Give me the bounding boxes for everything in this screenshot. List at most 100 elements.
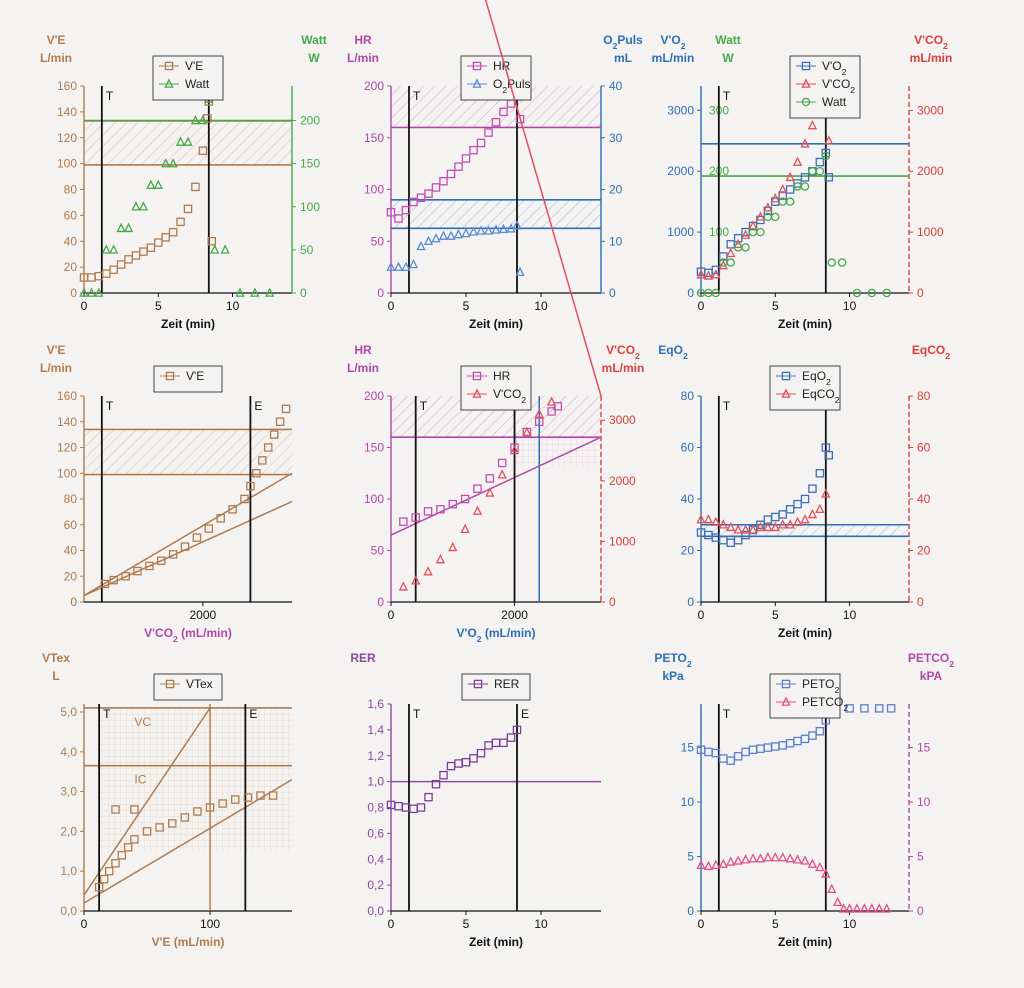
data-point xyxy=(476,748,486,758)
data-point xyxy=(499,107,508,117)
series-ve xyxy=(79,97,217,282)
data-point xyxy=(852,288,862,298)
data-point xyxy=(240,494,249,504)
x-tick-label: 10 xyxy=(843,917,857,931)
data-point xyxy=(755,211,766,221)
x-tick-label: 100 xyxy=(200,917,220,931)
event-marker-label: E xyxy=(254,399,262,413)
legend-swatch-marker xyxy=(781,696,791,706)
y-tick-label-right: 2000 xyxy=(609,474,636,488)
data-point xyxy=(800,173,810,182)
data-point xyxy=(86,287,97,297)
series-eqco2 xyxy=(696,488,831,534)
data-point xyxy=(411,575,421,585)
legend: HR O2Puls xyxy=(460,55,532,101)
data-point xyxy=(409,804,418,814)
data-point xyxy=(146,243,156,252)
data-point xyxy=(198,146,208,155)
y-tick-label-left: 2000 xyxy=(667,164,694,178)
series-vtexout xyxy=(111,805,139,814)
y-axis-title-watt: W xyxy=(722,51,734,65)
x-axis-label: Zeit (min) xyxy=(778,317,832,331)
y-tick-label-left: 100 xyxy=(57,157,77,171)
y-tick-label-left: 160 xyxy=(57,389,77,403)
legend-box xyxy=(461,673,531,701)
y-tick-label-left: 0 xyxy=(687,904,694,918)
data-point xyxy=(269,430,279,439)
legend-label: Watt xyxy=(822,95,847,109)
legend-label: V'E xyxy=(186,369,204,383)
data-point xyxy=(815,861,825,872)
data-point xyxy=(741,747,750,757)
legend: RER xyxy=(461,673,531,701)
y-axis-title-left: V'E xyxy=(47,33,66,47)
data-point xyxy=(882,288,891,298)
y-tick-label-left: 0 xyxy=(70,286,77,300)
data-point xyxy=(87,273,96,282)
y-tick-label-left: 0 xyxy=(70,595,77,609)
data-point xyxy=(771,212,780,222)
data-point xyxy=(837,258,847,267)
data-point xyxy=(778,183,788,194)
data-point xyxy=(268,791,278,800)
y-tick-label-left: 0,2 xyxy=(367,878,384,892)
data-point xyxy=(882,903,892,913)
y-axis-title-right: V'CO2 xyxy=(914,33,948,51)
data-point xyxy=(815,726,825,736)
y-axis-title-left: V'O2 xyxy=(661,33,686,51)
data-point xyxy=(461,227,471,238)
data-point xyxy=(438,230,449,240)
data-point xyxy=(131,201,141,211)
legend-swatch-marker xyxy=(781,371,791,381)
legend-label: HR xyxy=(493,59,511,73)
y-tick-label-left: 140 xyxy=(57,105,77,119)
legend-box xyxy=(153,673,223,701)
data-point xyxy=(821,868,831,878)
y-tick-label-left: 0 xyxy=(377,595,384,609)
data-point xyxy=(265,287,275,297)
series-petco2 xyxy=(696,852,892,913)
legend-label: O2Puls xyxy=(493,77,530,95)
y-tick-label-left: 50 xyxy=(371,544,385,558)
y-tick-label-left: 5,0 xyxy=(60,705,77,719)
data-point xyxy=(711,748,721,758)
y-axis-title-left: L/min xyxy=(347,361,379,375)
legend-swatch-marker xyxy=(472,371,482,381)
data-point xyxy=(476,138,486,148)
data-point xyxy=(117,851,127,860)
y-tick-label-left: 80 xyxy=(681,389,695,403)
y-axis-title-right: mL xyxy=(614,51,632,65)
data-point xyxy=(446,169,456,179)
y-tick-label-left: 100 xyxy=(364,183,384,197)
x-tick-label: 2000 xyxy=(501,608,528,622)
legend-swatch-marker xyxy=(472,61,482,71)
y-tick-label-left: 3,0 xyxy=(60,785,77,799)
y-tick-label-right: 3000 xyxy=(609,413,636,427)
data-point xyxy=(726,756,735,765)
y-tick-label-left: 150 xyxy=(364,441,384,455)
data-point xyxy=(740,524,751,534)
y-tick-label-left: 1,0 xyxy=(367,775,384,789)
data-point xyxy=(512,725,522,735)
data-point xyxy=(886,704,896,713)
data-point xyxy=(800,494,810,504)
data-point xyxy=(192,533,202,542)
data-point xyxy=(821,148,831,158)
data-point xyxy=(198,114,208,125)
data-point xyxy=(469,145,478,155)
data-point xyxy=(748,524,758,534)
data-point xyxy=(808,484,817,493)
data-point xyxy=(175,136,186,146)
data-point xyxy=(111,858,120,868)
y-tick-label-left: 3000 xyxy=(667,103,694,117)
data-point xyxy=(733,524,743,534)
y-tick-label-left: 1000 xyxy=(667,225,694,239)
y-axis-title-left: PETO2 xyxy=(654,651,691,669)
event-marker-label: T xyxy=(420,399,428,413)
y-tick-label-left: 60 xyxy=(64,208,78,222)
data-point xyxy=(424,189,433,198)
data-point xyxy=(485,474,495,483)
data-point xyxy=(763,852,773,862)
data-point xyxy=(111,805,120,814)
